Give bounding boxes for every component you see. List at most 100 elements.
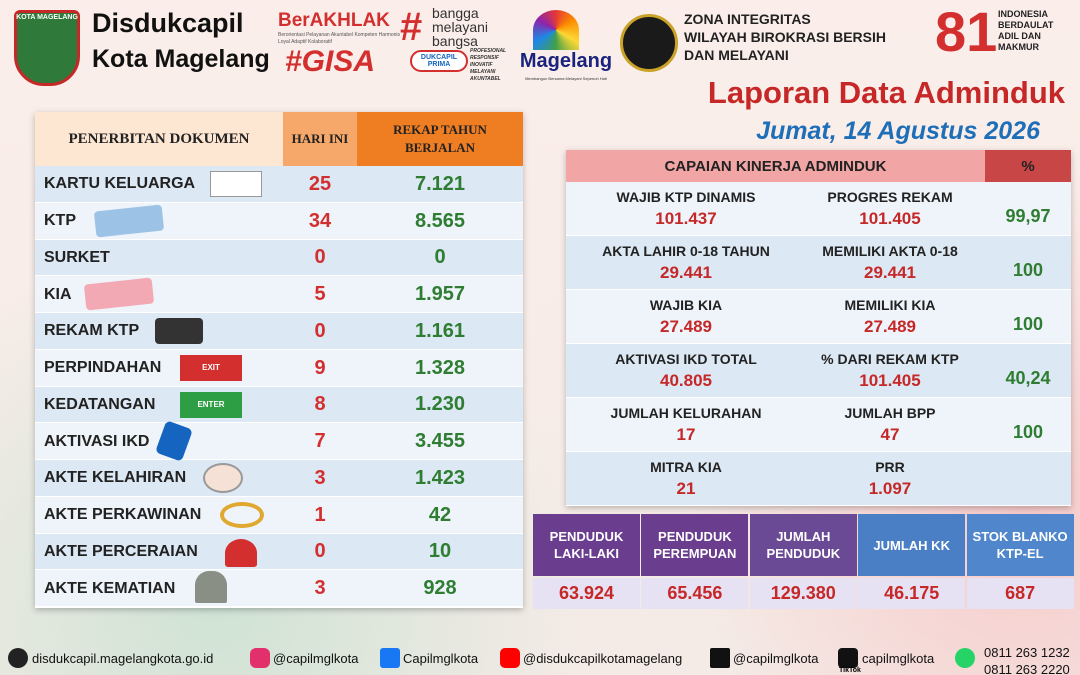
year-count: 1.161: [414, 319, 466, 342]
table-row: [35, 349, 523, 387]
year-count: 928: [423, 577, 457, 600]
report-title: Laporan Data Adminduk: [707, 75, 1065, 110]
social-icon: [500, 648, 520, 668]
hut-tagline: MAKMUR: [998, 41, 1039, 52]
magelang-tagline: Membangun Bersama Melayani Sepenuh Hati: [525, 75, 607, 81]
metric-label: JUMLAH KELURAHAN: [610, 405, 762, 421]
metric-label: MEMILIKI AKTA 0-18: [822, 243, 958, 259]
metric-value: 40.805: [660, 371, 712, 390]
year-count: 7.121: [414, 172, 466, 195]
performance-header: %: [985, 150, 1071, 182]
metric-value: 101.405: [859, 209, 921, 228]
metric-value: 29.441: [660, 263, 712, 282]
magelang-logo: [533, 10, 579, 50]
table-row: [35, 166, 523, 203]
document-name: REKAM KTP: [44, 322, 140, 340]
metric-label: WAJIB KIA: [649, 297, 723, 313]
grave-icon: [195, 571, 227, 604]
table-header: PENERBITAN DOKUMEN: [35, 112, 283, 166]
population-header: JUMLAH KK: [858, 514, 966, 576]
document-name: AKTE KEMATIAN: [44, 579, 176, 597]
magelang: Magelang: [519, 49, 613, 72]
year-count: 0: [434, 246, 446, 269]
kk-icon: [210, 171, 262, 197]
table-row: [35, 313, 523, 350]
metric-percent: 100: [1012, 259, 1044, 280]
social-icon: [8, 648, 28, 668]
zona-line: WILAYAH BIROKRASI BERSIH: [684, 29, 886, 45]
document-name: AKTE PERKAWINAN: [44, 506, 202, 524]
footer-tiktok-label: TikTok: [839, 667, 861, 674]
hash-icon: #: [400, 5, 423, 49]
metric-value: 1.097: [868, 479, 912, 498]
footer-youtube: @disdukcapilkotamagelang: [523, 650, 683, 666]
document-name: KEDATANGAN: [44, 395, 156, 413]
today-count: 5: [314, 283, 326, 306]
document-name: AKTE KELAHIRAN: [44, 469, 187, 487]
table-row: [35, 533, 523, 571]
performance-row: [566, 290, 1071, 344]
population-value: 687: [966, 578, 1074, 609]
population-header: PENDUDUK LAKI-LAKI: [533, 514, 640, 576]
metric-value: 27.489: [660, 317, 712, 336]
metric-label: JUMLAH BPP: [844, 405, 936, 421]
today-count: 9: [314, 356, 326, 379]
metric-label: MITRA KIA: [650, 459, 722, 475]
year-count: 1.230: [414, 393, 466, 416]
social-icon: [710, 648, 730, 668]
berakhlak-tagline: Berorientasi Pelayanan Akuntabel Kompete…: [278, 32, 401, 45]
today-count: 3: [314, 577, 326, 600]
footer-x: @capilmglkota: [733, 650, 819, 666]
today-count: 7: [314, 430, 326, 453]
table-row: [35, 423, 523, 460]
document-name: AKTE PERCERAIAN: [44, 542, 198, 560]
year-count: 1.957: [414, 283, 466, 306]
today-count: 0: [314, 319, 326, 342]
metric-value: 21: [676, 479, 696, 498]
population-value: 65.456: [641, 578, 749, 609]
table-row: [35, 239, 523, 277]
performance-row: [566, 344, 1071, 398]
metric-value: 101.405: [859, 371, 921, 390]
metric-label: % DARI REKAM KTP: [821, 351, 959, 367]
metric-percent: 100: [1012, 421, 1044, 442]
population-header: JUMLAH PENDUDUK: [749, 514, 857, 576]
document-name: KARTU KELUARGA: [44, 175, 196, 193]
zona-line: DAN MELAYANI: [684, 47, 789, 63]
dukcapil-prima: DUKCAPIL PRIMA: [410, 50, 468, 72]
metric-label: MEMILIKI KIA: [844, 297, 936, 313]
table-row: [35, 460, 523, 497]
metric-value: 101.437: [655, 209, 717, 228]
gisa: #GISA: [285, 45, 376, 78]
footer-whatsapp: 0811 263 2220: [984, 662, 1070, 675]
camera-icon: [155, 318, 203, 344]
today-count: 0: [314, 246, 326, 269]
metric-value: 27.489: [864, 317, 916, 336]
rings-icon: [220, 501, 264, 528]
year-count: 8.565: [414, 209, 466, 232]
metric-label: PRR: [875, 459, 905, 475]
year-count: 3.455: [414, 430, 466, 453]
table-header: REKAP TAHUN BERJALAN: [357, 112, 523, 166]
today-count: 34: [308, 209, 332, 232]
social-icon: [380, 648, 400, 668]
performance-header: CAPAIAN KINERJA ADMINDUK: [566, 150, 985, 182]
footer-instagram: @capilmglkota: [273, 650, 359, 666]
table-header: HARI INI: [283, 112, 357, 166]
metric-percent: 99,97: [1005, 205, 1051, 226]
performance-row: [566, 182, 1071, 236]
exit-icon: EXIT: [180, 354, 242, 381]
metric-percent: 40,24: [1005, 367, 1051, 388]
population-header: PENDUDUK PEREMPUAN: [641, 514, 749, 576]
metric-value: 47: [880, 425, 900, 444]
performance-row: [566, 236, 1071, 290]
city-logo: [14, 10, 80, 86]
population-header: STOK BLANKO KTP-EL: [966, 514, 1074, 576]
prima-tagline: PROFESIONAL RESPONSIF INOVATIF MELAYANI …: [470, 48, 507, 82]
today-count: 3: [314, 466, 326, 489]
footer-tiktok: capilmglkota: [862, 650, 935, 666]
footer-whatsapp: 0811 263 1232: [984, 645, 1070, 660]
metric-label: AKTIVASI IKD TOTAL: [615, 351, 757, 367]
year-count: 10: [428, 540, 452, 563]
